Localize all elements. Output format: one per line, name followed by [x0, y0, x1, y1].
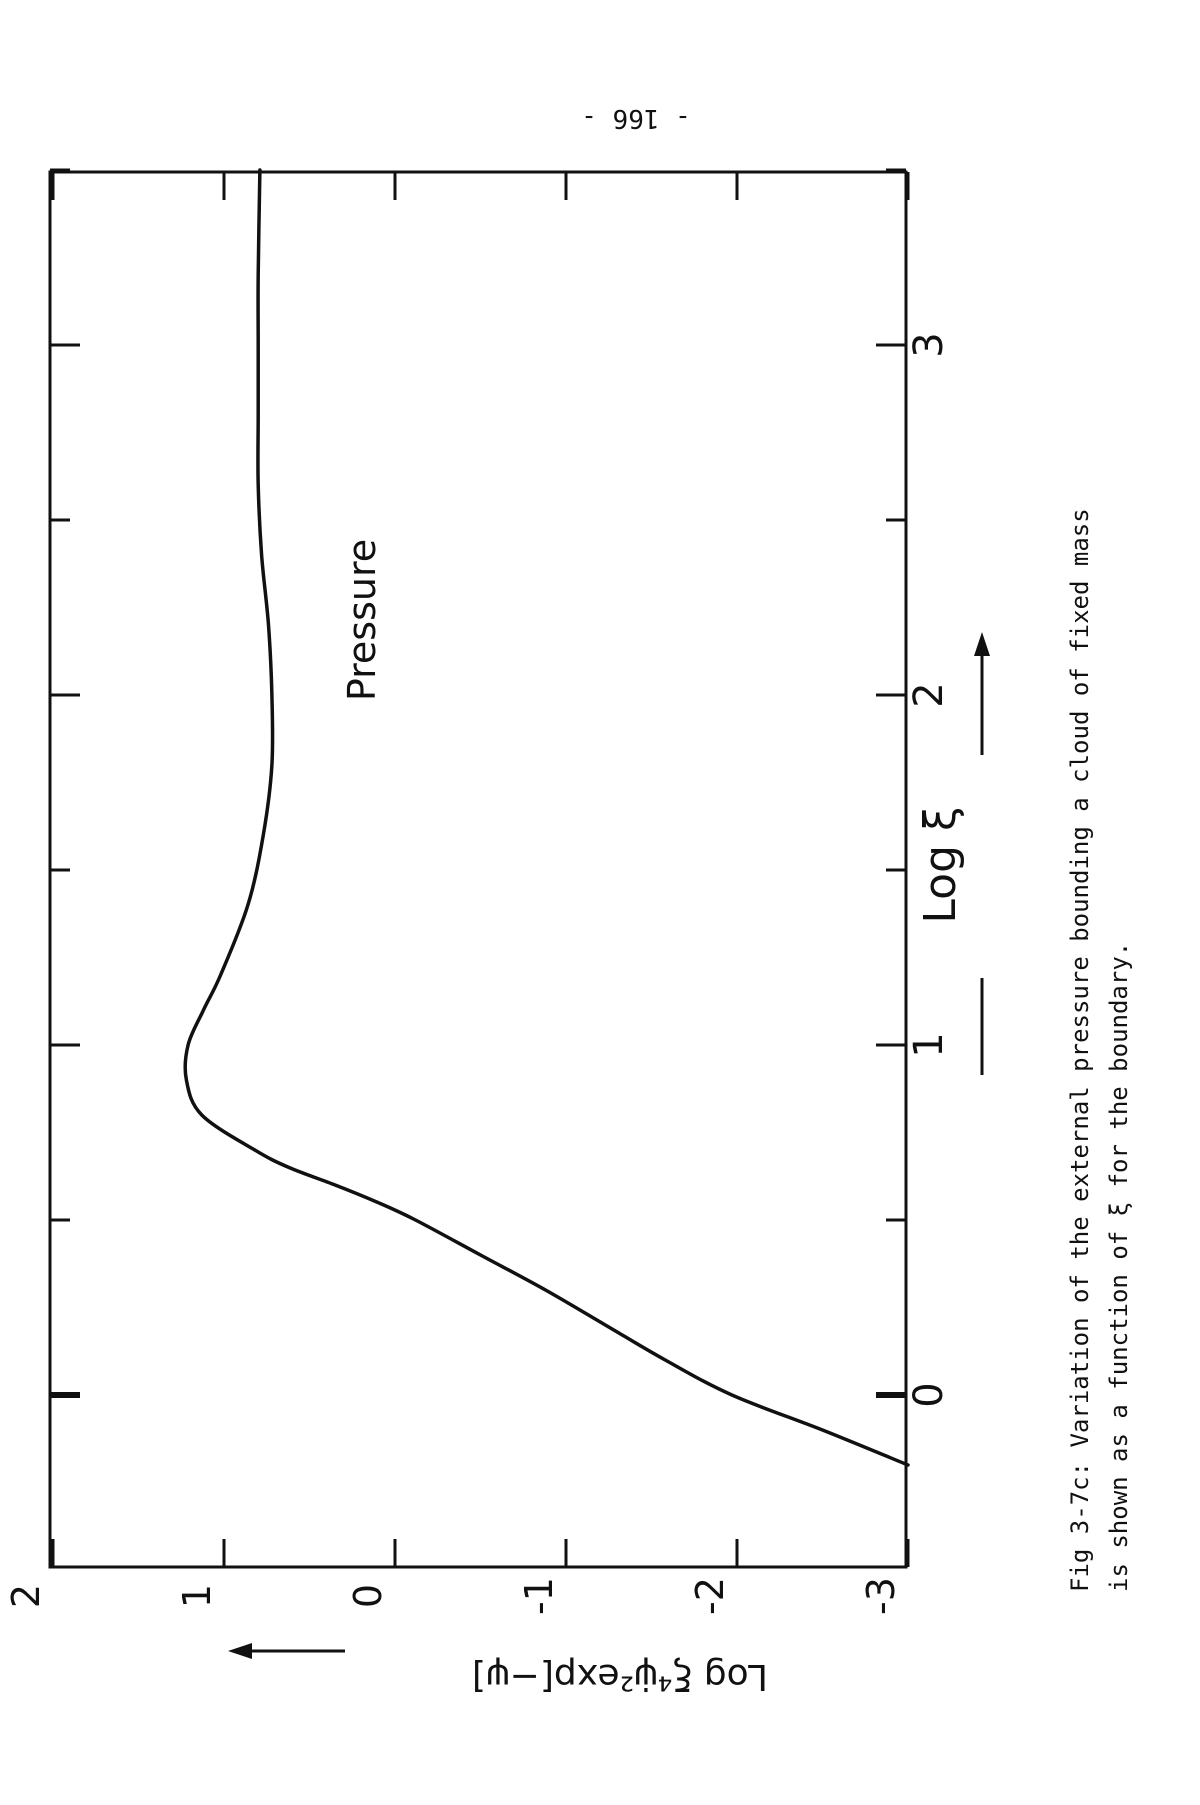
y-tick-label: 2: [4, 1584, 48, 1608]
y-tick-label: -1: [517, 1577, 561, 1615]
figure-caption-line-2: is shown as a function of ξ for the boun…: [1105, 942, 1133, 1592]
y-tick-label: -3: [859, 1577, 903, 1615]
y-tick-label: -2: [688, 1577, 732, 1615]
y-tick-label: 1: [175, 1584, 219, 1608]
x-tick-label: 1: [906, 1032, 952, 1057]
x-ticks: [50, 168, 906, 1398]
y-axis-label: Log ξ⁴ψ̇²exp[−ψ]: [472, 1656, 768, 1697]
series-line: [183, 168, 910, 1467]
y-tick-label: 0: [346, 1584, 390, 1608]
y-axis-arrow-head: [228, 1643, 252, 1659]
x-axis-label: Log ξ: [915, 806, 966, 923]
plot-frame: [48, 170, 908, 1569]
y-ticks: [51, 172, 910, 1567]
figure-caption-line-1: Fig 3-7c: Variation of the external pres…: [1066, 508, 1094, 1592]
x-tick-labels: 0 1 2 3: [906, 332, 952, 1407]
x-tick-label: 0: [906, 1382, 952, 1407]
x-axis-arrow-head: [974, 632, 990, 656]
y-tick-labels: 2 1 0 -1 -2 -3: [4, 1577, 903, 1615]
x-tick-label: 3: [906, 332, 952, 357]
page-number: - 166 -: [581, 103, 691, 133]
annotation-pressure: Pressure: [340, 539, 384, 701]
x-tick-label: 2: [906, 682, 952, 707]
